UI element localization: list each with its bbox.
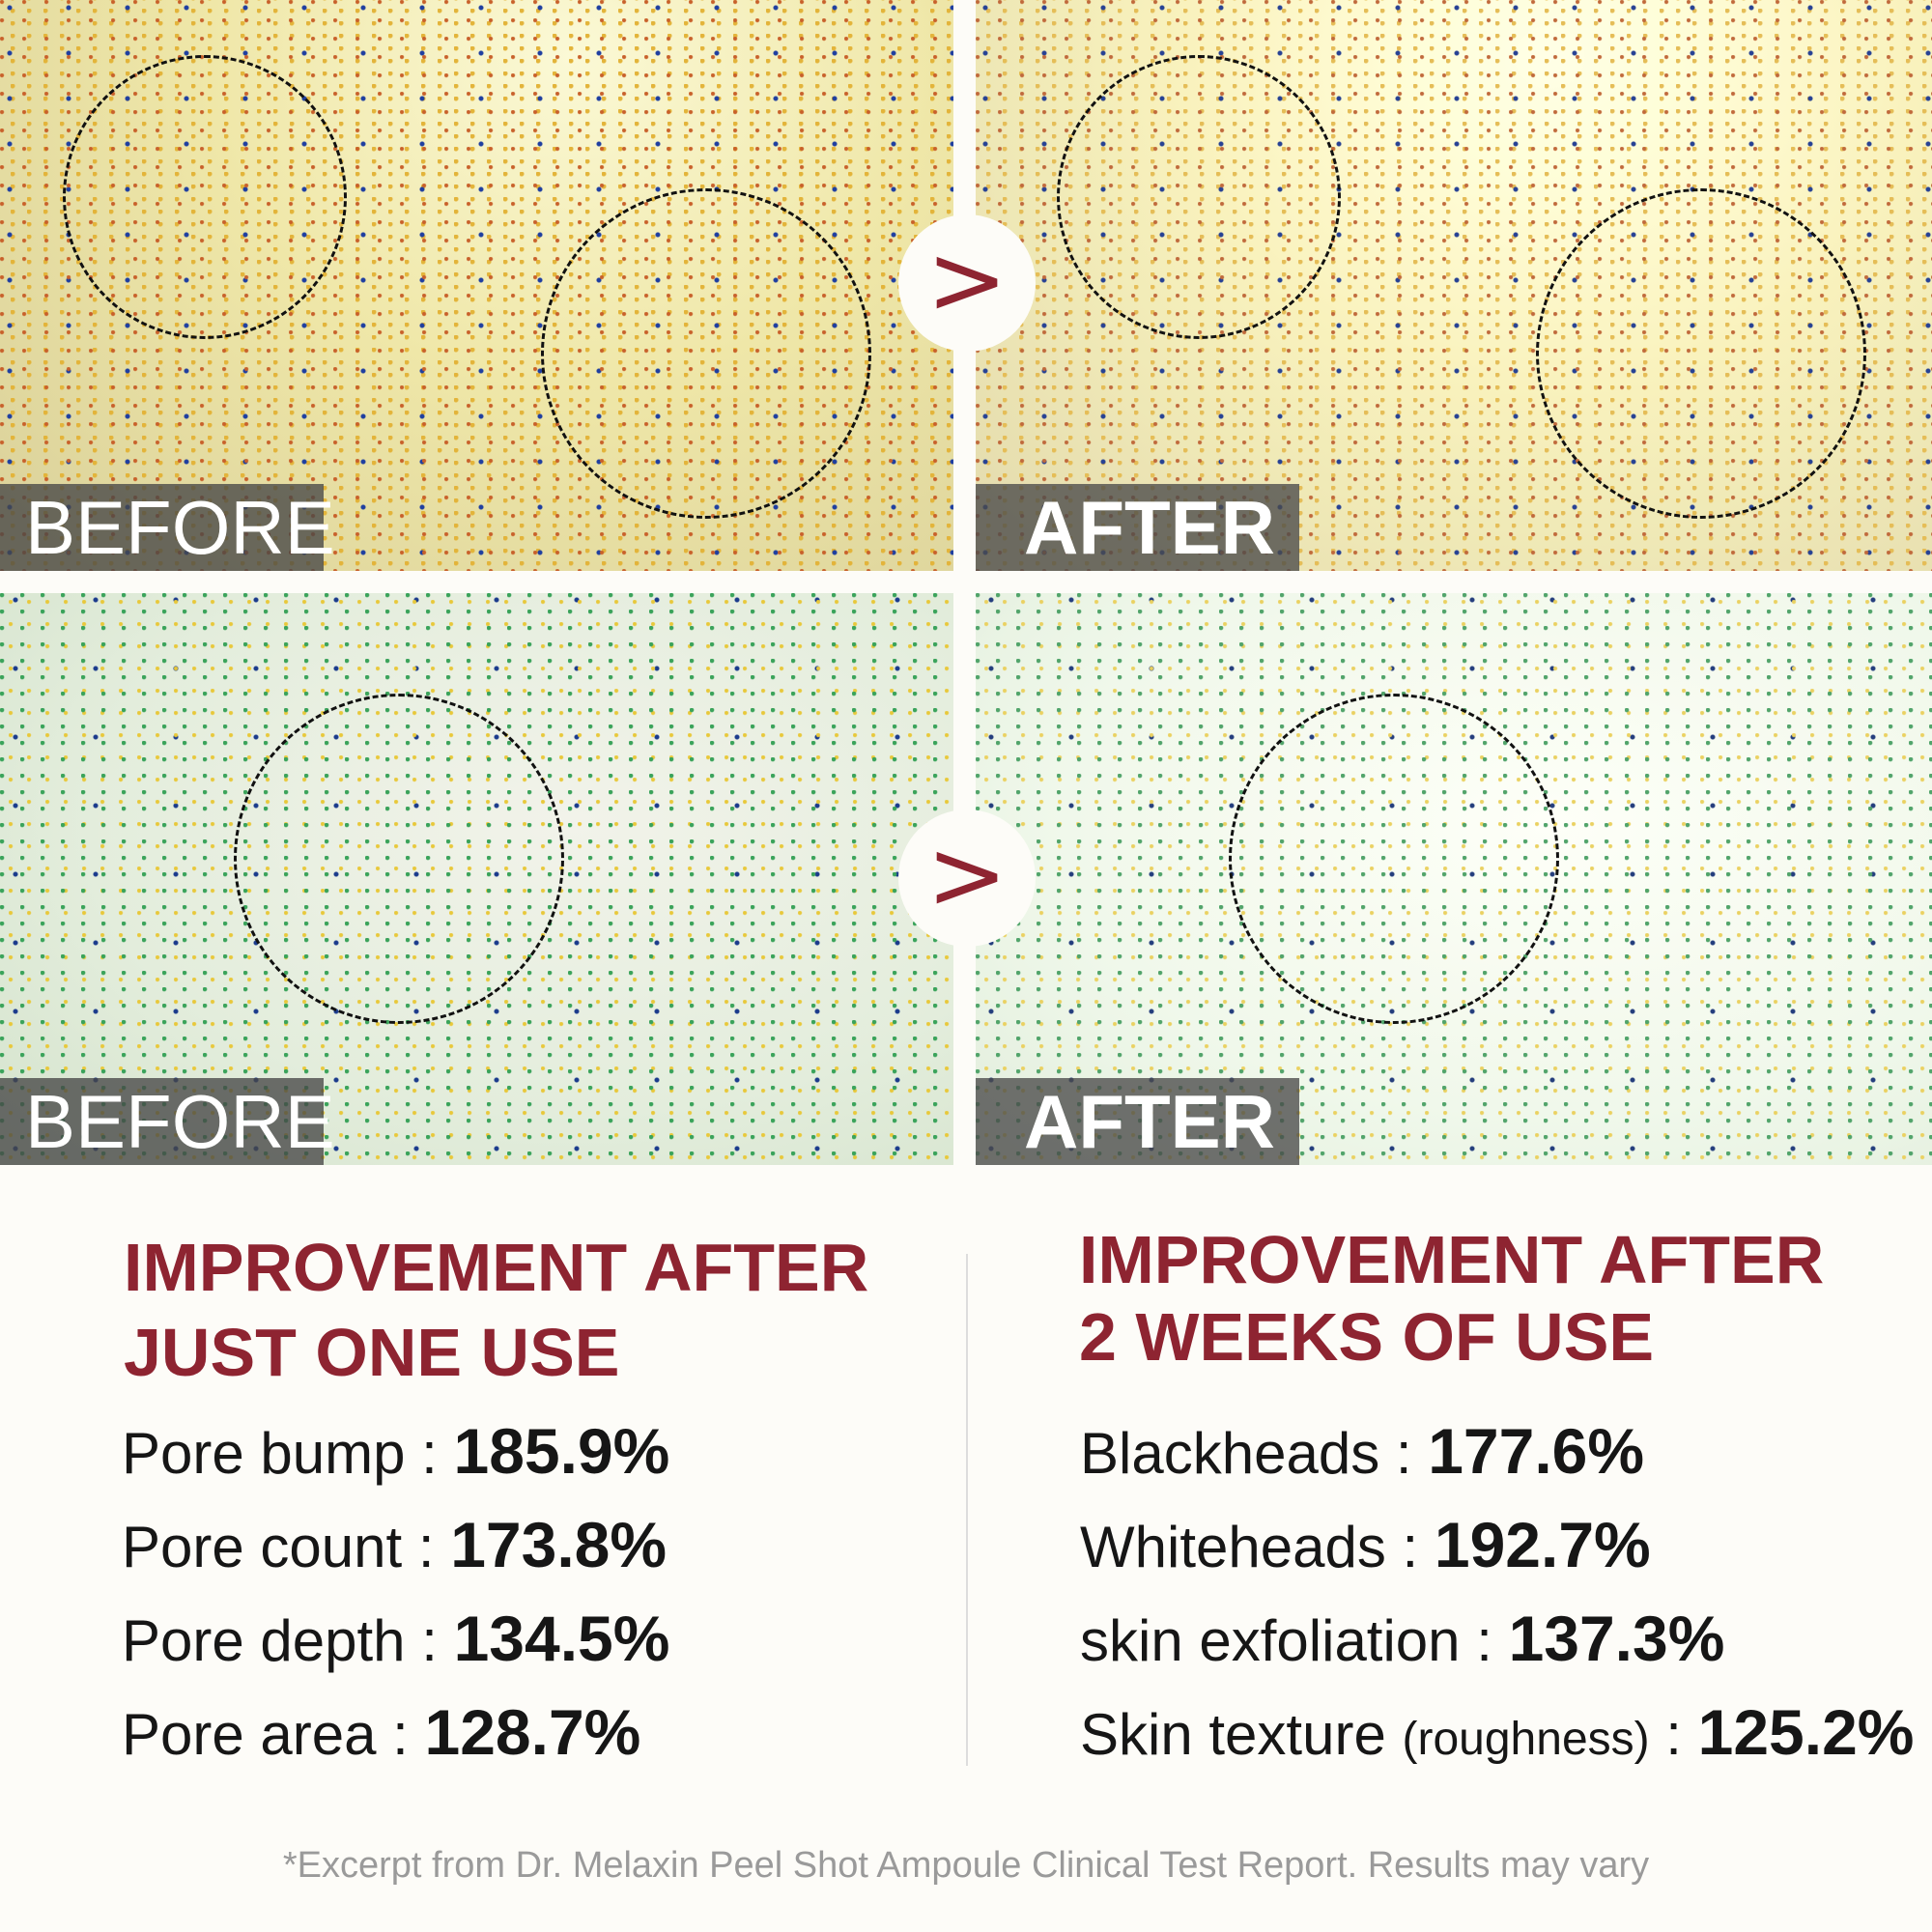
before-label: BEFORE	[0, 484, 335, 571]
divider	[966, 1254, 968, 1766]
stat-label: Whiteheads :	[1080, 1515, 1419, 1579]
stat-row: skin exfoliation : 137.3%	[1080, 1593, 1915, 1687]
stat-sublabel: (roughness)	[1402, 1714, 1650, 1765]
stat-value: 134.5%	[453, 1603, 670, 1674]
highlight-circle	[1229, 694, 1559, 1024]
right-stats: Blackheads : 177.6% Whiteheads : 192.7% …	[1080, 1406, 1915, 1785]
stat-label: Pore count :	[122, 1515, 435, 1579]
left-stats: Pore bump : 185.9% Pore count : 173.8% P…	[122, 1406, 669, 1780]
footnote: *Excerpt from Dr. Melaxin Peel Shot Ampo…	[282, 1845, 1650, 1886]
stat-label: Skin texture	[1080, 1702, 1386, 1767]
highlight-circle	[541, 188, 871, 519]
stat-value: 177.6%	[1428, 1415, 1645, 1487]
stat-row: Whiteheads : 192.7%	[1080, 1499, 1915, 1593]
stat-row: Blackheads : 177.6%	[1080, 1406, 1915, 1499]
stat-label: Pore depth :	[122, 1608, 438, 1673]
heading-line: 2 WEEKS OF USE	[1079, 1299, 1655, 1375]
stat-row: Pore depth : 134.5%	[122, 1593, 669, 1687]
stat-row: Skin texture (roughness) : 125.2%	[1080, 1687, 1915, 1785]
stat-value: 128.7%	[424, 1696, 641, 1768]
stat-value: 137.3%	[1508, 1603, 1725, 1674]
after-label: AFTER	[976, 1078, 1299, 1165]
right-heading: IMPROVEMENT AFTER 2 WEEKS OF USE	[1079, 1221, 1824, 1376]
chevron-right-icon: >	[898, 810, 1036, 947]
chevron-right-icon: >	[898, 214, 1036, 352]
before-label: BEFORE	[0, 1078, 335, 1165]
before-image-top: BEFORE	[0, 0, 953, 571]
highlight-circle	[1057, 55, 1341, 339]
after-label: AFTER	[976, 484, 1299, 571]
stat-separator: :	[1665, 1702, 1682, 1767]
after-image-bottom: AFTER	[976, 593, 1932, 1165]
after-image-top: AFTER	[976, 0, 1932, 571]
stat-row: Pore area : 128.7%	[122, 1687, 669, 1780]
heading-line: JUST ONE USE	[124, 1315, 620, 1390]
stat-value: 173.8%	[450, 1509, 668, 1580]
stat-label: Blackheads :	[1080, 1421, 1412, 1486]
heading-line: IMPROVEMENT AFTER	[124, 1230, 869, 1305]
stat-value: 185.9%	[453, 1415, 670, 1487]
before-image-bottom: BEFORE	[0, 593, 953, 1165]
stat-row: Pore count : 173.8%	[122, 1499, 669, 1593]
heading-line: IMPROVEMENT AFTER	[1079, 1222, 1825, 1297]
stat-label: Pore bump :	[122, 1421, 438, 1486]
highlight-circle	[234, 694, 564, 1024]
stat-label: Pore area :	[122, 1702, 409, 1767]
stat-row: Pore bump : 185.9%	[122, 1406, 669, 1499]
stat-value: 125.2%	[1697, 1696, 1915, 1768]
stat-label: skin exfoliation :	[1080, 1608, 1492, 1673]
left-heading: IMPROVEMENT AFTER JUST ONE USE	[124, 1225, 868, 1395]
stat-value: 192.7%	[1434, 1509, 1651, 1580]
highlight-circle	[1536, 188, 1866, 519]
highlight-circle	[63, 55, 347, 339]
